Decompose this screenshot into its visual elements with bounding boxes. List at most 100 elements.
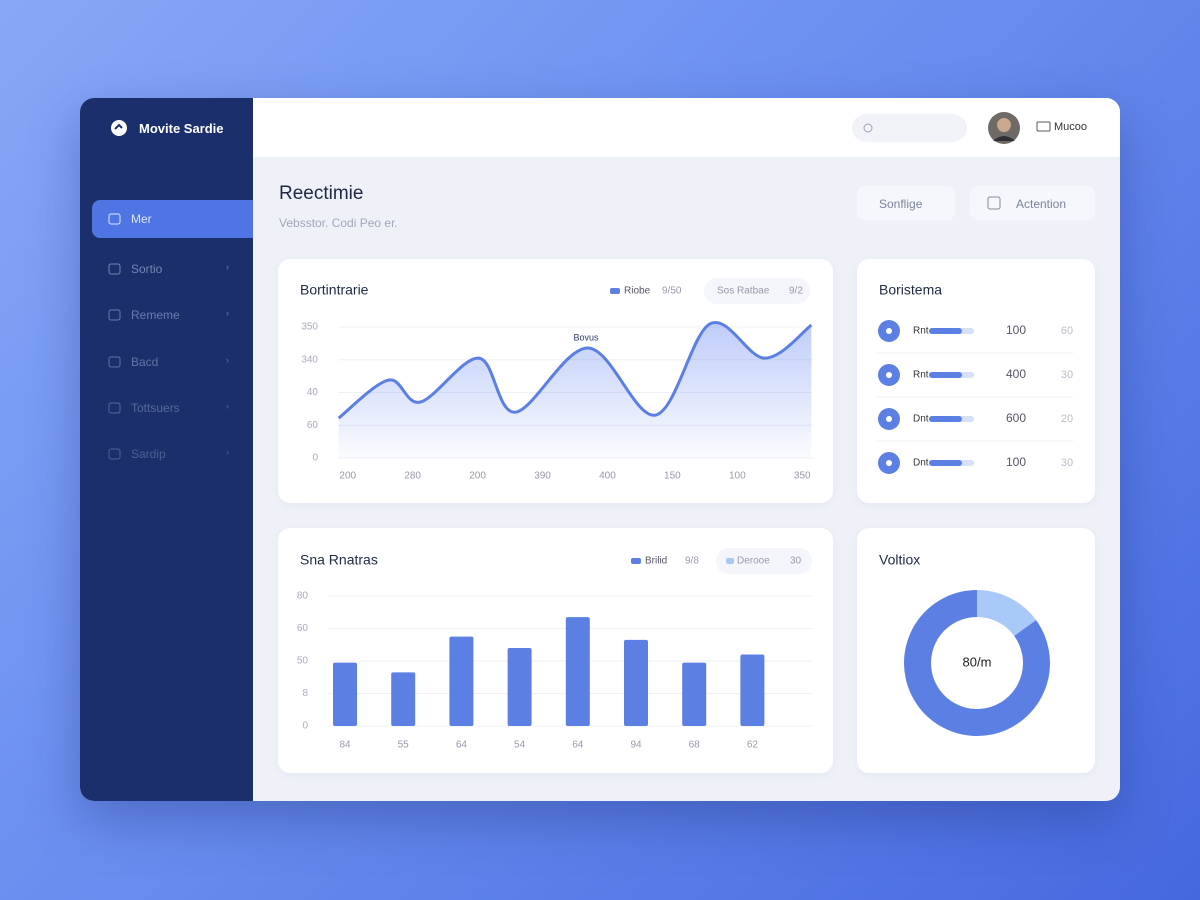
progress-fill [929,328,962,334]
donut-segment [904,590,1050,736]
sidebar: Movite Sardie Mer Sortio › Rememe › Bacd › Tott… [80,98,253,801]
line-chart: Bortintrarie 9/50 Sos Ratbae 9/2 0 60 40 34… [300,278,813,482]
progress-fill [929,460,962,466]
button[interactable]: Sonflige [857,186,955,220]
bar [391,672,416,726]
app-window: Movite Sardie Mer Sortio › Rememe › Bacd › Tott… [80,98,1120,801]
progress-fill [929,416,962,422]
nav-icon [108,356,121,368]
y-tick-label: 60 [297,623,309,634]
donut-card: Voltiox 80/m [857,528,1095,773]
x-tick-label: 200 [339,471,356,482]
card-title: Bortintrarie [300,282,369,298]
legend-label: Derooe [737,556,770,567]
page-subtitle: Vebsstor. Codi Peo er. [279,216,398,230]
button-label: Actention [1016,197,1067,211]
list-card: Boristema Rnt 100 60 Rnt 400 30 Dnt 600 20 Dnt 100… [857,259,1095,503]
legend-label: Brilid [645,556,667,567]
x-tick-label: 55 [398,740,410,751]
avatar[interactable] [987,111,1021,145]
legend-value: 30 [790,556,802,567]
row-value: 400 [1006,367,1026,381]
button-label: Sonflige [879,197,923,211]
search-box[interactable] [852,114,967,142]
legend-swatch [631,558,641,564]
nav-item[interactable]: Sardip › [92,435,253,473]
legend-label: Riobe [624,286,651,297]
nav-icon [108,402,121,414]
user-name[interactable]: Mucoo [1054,121,1088,133]
x-tick-label: 54 [514,740,526,751]
legend-swatch [610,288,620,294]
y-tick-label: 80 [297,591,309,602]
x-tick-label: 62 [747,740,759,751]
y-tick-label: 8 [302,688,308,699]
brand-name: Movite Sardie [139,121,224,136]
legend-chip[interactable] [704,278,810,304]
x-tick-label: 100 [729,471,746,482]
bar-card: Sna Rnatras 9/8 Derooe 30 0 8 50 60 80 Brilid… [278,528,833,773]
x-tick-label: 84 [339,740,351,751]
x-tick-label: 94 [630,740,642,751]
nav-label: Rememe [131,308,180,322]
y-tick-label: 0 [312,453,318,464]
button[interactable]: Actention [970,186,1095,220]
nav-label: Sortio [131,262,163,276]
row-icon-dot [886,328,892,334]
message-icon[interactable] [1036,120,1052,134]
legend-label: Sos Ratbae [717,286,770,297]
bar [740,654,765,726]
card-title: Boristema [879,282,942,298]
row-icon-dot [886,416,892,422]
legend-chip[interactable] [716,548,812,574]
y-tick-label: 340 [301,354,318,365]
legend-swatch [726,558,734,564]
nav-label: Bacd [131,355,159,369]
page-title: Reectimie [279,183,364,204]
chevron: › [226,308,229,318]
line-card: Bortintrarie 9/50 Sos Ratbae 9/2 0 60 40 34… [278,259,833,503]
chevron: › [226,447,229,457]
row-extra: 30 [1061,369,1073,381]
row-label: Rnt [913,326,929,337]
nav-item[interactable]: Mer [92,200,253,238]
nav-item[interactable]: Rememe › [92,296,253,334]
nav-item[interactable]: Sortio › [92,250,253,288]
y-tick-label: 60 [307,420,319,431]
bar [449,636,474,726]
nav-label: Tottsuers [131,401,180,415]
y-tick-label: 50 [297,656,309,667]
nav-item[interactable]: Bacd › [92,343,253,381]
legend-value: 9/2 [789,286,803,297]
x-tick-label: 64 [456,740,468,751]
legend-note: 9/8 [685,556,699,567]
nav-icon [108,448,121,460]
search-icon [863,123,873,133]
chevron: › [226,355,229,365]
x-tick-label: 200 [469,471,486,482]
card-title: Sna Rnatras [300,552,378,568]
bar [565,617,590,726]
donut-chart: Voltiox 80/m [879,552,1050,736]
bar [333,662,357,726]
nav-item[interactable]: Tottsuers › [92,389,253,427]
annotation: Bovus [573,332,599,342]
row-icon-dot [886,460,892,466]
x-tick-label: 150 [664,471,681,482]
bar [624,639,648,726]
center-label: 80/m [963,654,992,669]
line [337,320,813,420]
bar-chart: Sna Rnatras 9/8 Derooe 30 0 8 50 60 80 Brilid… [297,548,813,751]
row-label: Dnt [913,414,929,425]
x-tick-label: 280 [404,471,421,482]
x-tick-label: 68 [689,740,701,751]
x-tick-label: 64 [572,740,584,751]
x-tick-label: 390 [534,471,551,482]
legend-note: 9/50 [662,286,682,297]
bar [507,648,532,726]
nav-icon [108,309,121,321]
row-value: 600 [1006,411,1026,425]
row-extra: 30 [1061,457,1073,469]
